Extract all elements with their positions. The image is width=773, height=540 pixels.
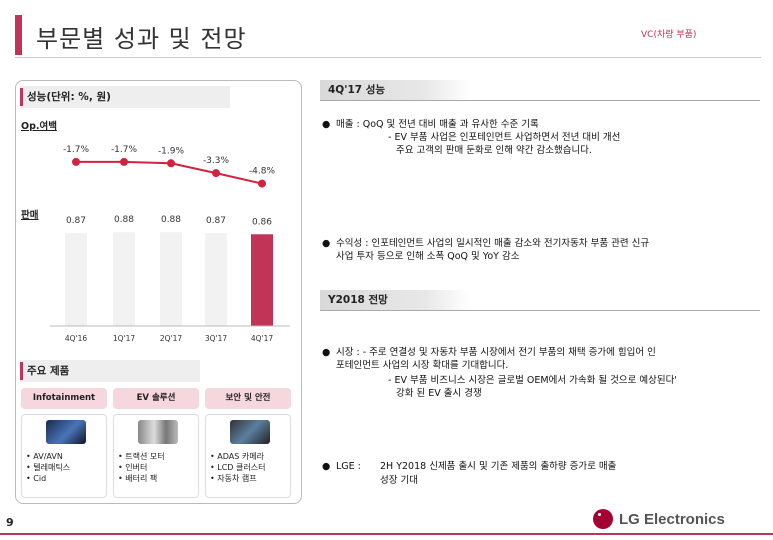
product-item: AV/AVN: [26, 451, 70, 462]
title-divider: [15, 57, 761, 58]
category-ev-solution: EV 솔루션: [113, 388, 199, 409]
category-infotainment: Infotainment: [21, 388, 107, 409]
category-safety: 보안 및 안전: [205, 388, 291, 409]
bullet-market: ● 시장 : - 주로 연결성 및 자동차 부품 시장에서 전기 부품의 채택 증…: [322, 347, 656, 358]
performance-section-label: 성능(단위: %, 원): [20, 86, 230, 108]
adas-camera-image: [230, 420, 270, 444]
market-detail-1: - EV 부품 비즈니스 시장은 글로벌 OEM에서 가속화 될 것으로 예상된…: [388, 375, 677, 386]
lg-logo-text: LG Electronics: [619, 510, 725, 528]
sales-detail-2: 주요 고객의 판매 둔화로 인해 약간 감소했습니다.: [396, 145, 592, 156]
header-divider: [320, 310, 760, 311]
products-title: 주요 제품: [27, 365, 70, 377]
product-item: ADAS 카메라: [210, 451, 265, 462]
lge-line-2: 성장 기대: [380, 475, 418, 486]
performance-panel: [15, 80, 302, 504]
product-item: LCD 클러스터: [210, 462, 265, 473]
q4-performance-header: 4Q'17 성능: [320, 80, 470, 100]
product-box-ev: 트랙션 모터 인버터 배터리 팩: [113, 414, 199, 498]
bullet-lge: ● LGE :: [322, 461, 361, 472]
section-accent: [20, 362, 23, 380]
sales-detail-1: - EV 부품 사업은 인포테인먼트 사업하면서 전년 대비 개선: [388, 132, 621, 143]
profitability-line-2: 사업 투자 등으로 인해 소폭 QoQ 및 YoY 감소: [336, 251, 520, 262]
product-box-safety: ADAS 카메라 LCD 클러스터 자동차 램프: [205, 414, 291, 498]
sales-label: 판매: [21, 210, 39, 221]
lg-logo-icon: [593, 509, 613, 529]
product-item: 인버터: [118, 462, 165, 473]
product-box-infotainment: AV/AVN 텔레매틱스 Cid: [21, 414, 107, 498]
motor-image: [138, 420, 178, 444]
header-divider: [320, 100, 760, 101]
op-margin-label: Op.여백: [21, 121, 57, 132]
infotainment-unit-image: [46, 420, 86, 444]
page-title: 부문별 성과 및 전망: [36, 25, 247, 53]
market-line-2: 포테인먼트 사업의 시장 확대를 기대합니다.: [336, 360, 509, 371]
market-detail-2: 강화 된 EV 출시 경쟁: [396, 388, 482, 399]
product-item: 텔레매틱스: [26, 462, 70, 473]
performance-title: 성능(단위: %, 원): [27, 91, 111, 103]
product-item: 배터리 팩: [118, 473, 165, 484]
title-accent-bar: [15, 15, 22, 55]
section-accent: [20, 88, 23, 106]
page-number: 9: [6, 516, 14, 529]
division-tag: VC(차량 부품): [641, 30, 697, 40]
product-item: 자동차 램프: [210, 473, 265, 484]
lg-logo: LG Electronics: [593, 509, 725, 529]
y2018-outlook-header: Y2018 전망: [320, 290, 470, 310]
product-item: 트랙션 모터: [118, 451, 164, 462]
bullet-sales: ● 매출 : QoQ 및 전년 대비 매출 과 유사한 수준 기록: [322, 119, 539, 130]
product-item: Cid: [26, 473, 70, 484]
products-section-label: 주요 제품: [20, 360, 200, 382]
bottom-accent-rule: [0, 533, 773, 535]
bullet-profitability: ● 수익성 : 인포테인먼트 사업의 일시적인 매출 감소와 전기자동차 부품 관…: [322, 238, 650, 249]
lge-line-1: 2H Y2018 신제품 출시 및 기존 제품의 출하량 증가로 매출: [380, 461, 617, 472]
